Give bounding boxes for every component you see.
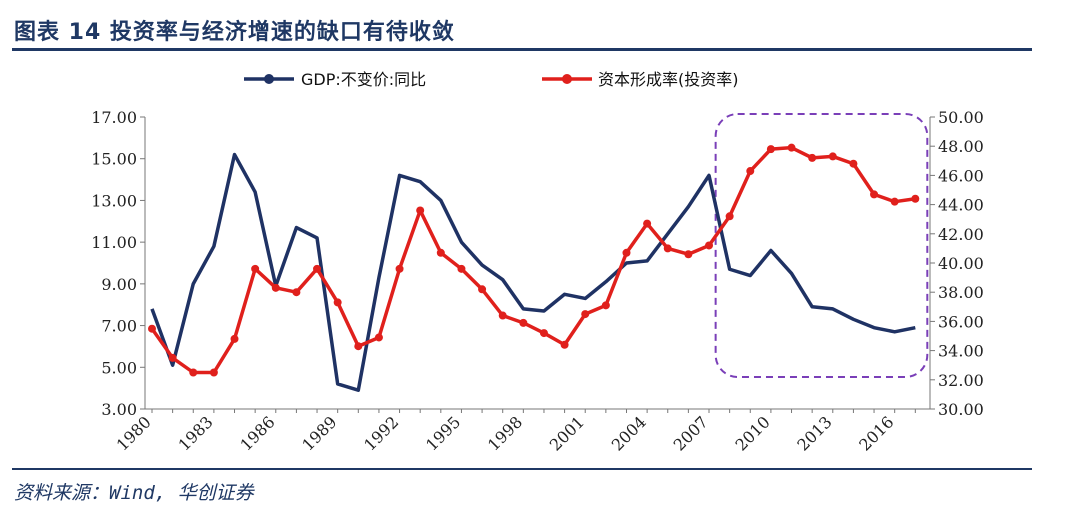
series-point-1 bbox=[870, 190, 879, 199]
series-point-1 bbox=[560, 340, 569, 349]
legend-marker-1 bbox=[562, 74, 572, 84]
x-tick-label: 2007 bbox=[670, 412, 712, 454]
title-bar: 图表 14 投资率与经济增速的缺口有待收敛 bbox=[12, 10, 1032, 51]
y-tick-label-right: 34.00 bbox=[938, 342, 984, 361]
y-tick-label-right: 46.00 bbox=[938, 166, 984, 185]
y-tick-label-right: 42.00 bbox=[938, 225, 984, 244]
series-point-1 bbox=[663, 244, 672, 253]
series-point-1 bbox=[787, 143, 796, 152]
series-point-1 bbox=[601, 301, 610, 310]
series-point-1 bbox=[911, 194, 920, 203]
series-point-1 bbox=[766, 145, 775, 154]
source-note: 资料来源：Wind, 华创证券 bbox=[14, 482, 254, 504]
x-tick-label: 2016 bbox=[855, 412, 897, 454]
series-point-1 bbox=[725, 212, 734, 221]
x-tick-label: 1986 bbox=[236, 412, 278, 454]
series-point-1 bbox=[705, 241, 714, 250]
x-tick-label: 1983 bbox=[174, 412, 216, 454]
legend-marker-0 bbox=[264, 74, 274, 84]
chart: 17.00 15.00 13.00 11.00 9.00 7.00 5.00 3.00 50.0… bbox=[91, 70, 984, 455]
highlight-box bbox=[714, 113, 929, 378]
series-point-1 bbox=[313, 264, 322, 273]
series-point-1 bbox=[436, 248, 445, 257]
y-tick-label-left: 5.00 bbox=[101, 358, 137, 377]
x-tick-label: 1989 bbox=[298, 412, 340, 454]
series-point-1 bbox=[581, 310, 590, 319]
series-point-1 bbox=[209, 368, 218, 377]
series-point-1 bbox=[374, 333, 383, 342]
series-point-1 bbox=[251, 264, 260, 273]
legend-label-1: 资本形成率(投资率) bbox=[598, 70, 739, 89]
y-tick-label-right: 48.00 bbox=[938, 137, 984, 156]
series-point-1 bbox=[622, 248, 631, 257]
series-point-1 bbox=[457, 264, 466, 273]
series-point-1 bbox=[333, 298, 342, 307]
y-tick-label-left: 15.00 bbox=[91, 150, 137, 169]
series-point-1 bbox=[148, 324, 156, 333]
series-point-1 bbox=[189, 368, 198, 377]
series-point-1 bbox=[519, 318, 528, 327]
y-tick-label-right: 50.00 bbox=[938, 108, 984, 127]
series-point-1 bbox=[643, 219, 652, 228]
y-tick-label-left: 9.00 bbox=[101, 275, 137, 294]
series-point-1 bbox=[849, 159, 858, 168]
chart-title: 图表 14 投资率与经济增速的缺口有待收敛 bbox=[14, 20, 455, 45]
series-line-1 bbox=[150, 145, 916, 375]
series-point-1 bbox=[271, 283, 280, 292]
x-tick-label: 2013 bbox=[793, 412, 835, 454]
series-point-1 bbox=[354, 342, 363, 351]
series-point-1 bbox=[746, 167, 755, 176]
series-point-1 bbox=[416, 206, 425, 215]
y-tick-label-right: 44.00 bbox=[938, 196, 984, 215]
footer-divider bbox=[12, 468, 1032, 470]
series-point-1 bbox=[478, 285, 487, 294]
y-tick-label-right: 30.00 bbox=[938, 400, 984, 419]
y-tick-label-right: 38.00 bbox=[938, 283, 984, 302]
series-point-1 bbox=[498, 311, 507, 320]
y-tick-label-left: 11.00 bbox=[91, 233, 137, 252]
y-tick-label-right: 32.00 bbox=[938, 371, 984, 390]
x-tick-label: 2004 bbox=[608, 412, 650, 454]
series-point-1 bbox=[684, 250, 693, 259]
series-point-1 bbox=[808, 153, 817, 162]
x-tick-label: 2001 bbox=[546, 412, 588, 454]
x-tick-label: 1995 bbox=[422, 412, 464, 454]
series-point-1 bbox=[230, 334, 239, 343]
y-tick-label-left: 17.00 bbox=[91, 108, 137, 127]
x-tick-label: 1998 bbox=[484, 412, 526, 454]
y-tick-label-right: 40.00 bbox=[938, 254, 984, 273]
x-tick-label: 2010 bbox=[732, 412, 774, 454]
y-tick-label-left: 3.00 bbox=[101, 400, 137, 419]
y-tick-label-left: 13.00 bbox=[91, 191, 137, 210]
series-line-0 bbox=[150, 152, 916, 392]
series-point-1 bbox=[168, 353, 177, 362]
series-point-1 bbox=[828, 152, 837, 161]
series-point-1 bbox=[292, 288, 301, 297]
y-tick-label-right: 36.00 bbox=[938, 312, 984, 331]
series-point-1 bbox=[539, 329, 548, 338]
x-tick-label: 1992 bbox=[360, 412, 402, 454]
series-point-1 bbox=[890, 197, 899, 206]
y-tick-label-left: 7.00 bbox=[101, 317, 137, 336]
legend-label-0: GDP:不变价:同比 bbox=[301, 70, 426, 89]
series-point-1 bbox=[395, 264, 404, 273]
